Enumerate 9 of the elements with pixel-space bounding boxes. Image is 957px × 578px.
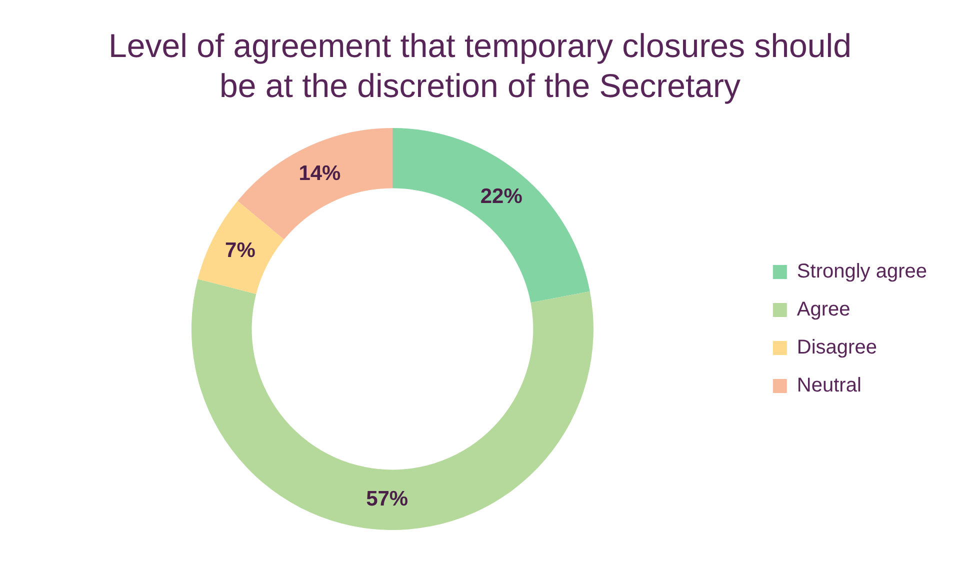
legend-label: Disagree <box>796 336 877 359</box>
chart-title: Level of agreement that temporary closures should be at the discretion of the Secretary <box>108 26 852 106</box>
data-label: 22% <box>480 185 523 208</box>
legend-label: Agree <box>796 298 850 321</box>
data-label: 7% <box>225 239 256 262</box>
legend-label: Neutral <box>796 374 862 397</box>
data-label: 14% <box>298 162 342 186</box>
data-label: 57% <box>366 488 408 511</box>
legend-label: Strongly agree <box>796 260 927 283</box>
